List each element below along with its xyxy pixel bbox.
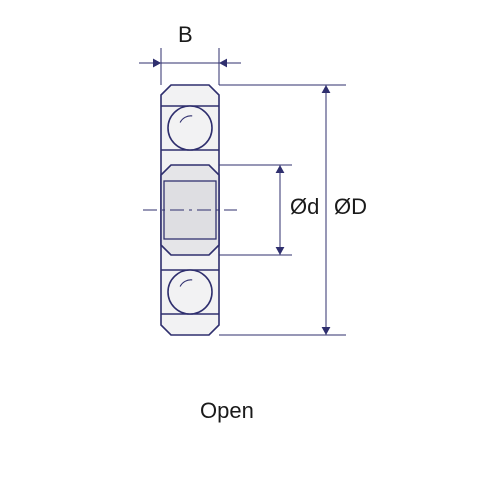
bearing-drawing [0, 0, 500, 500]
diagram-canvas: B Ød ØD Open [0, 0, 500, 500]
label-inner-diameter-d: Ød [290, 194, 319, 220]
label-width-B: B [178, 22, 193, 48]
caption-open: Open [200, 398, 254, 424]
label-outer-diameter-D: ØD [334, 194, 367, 220]
